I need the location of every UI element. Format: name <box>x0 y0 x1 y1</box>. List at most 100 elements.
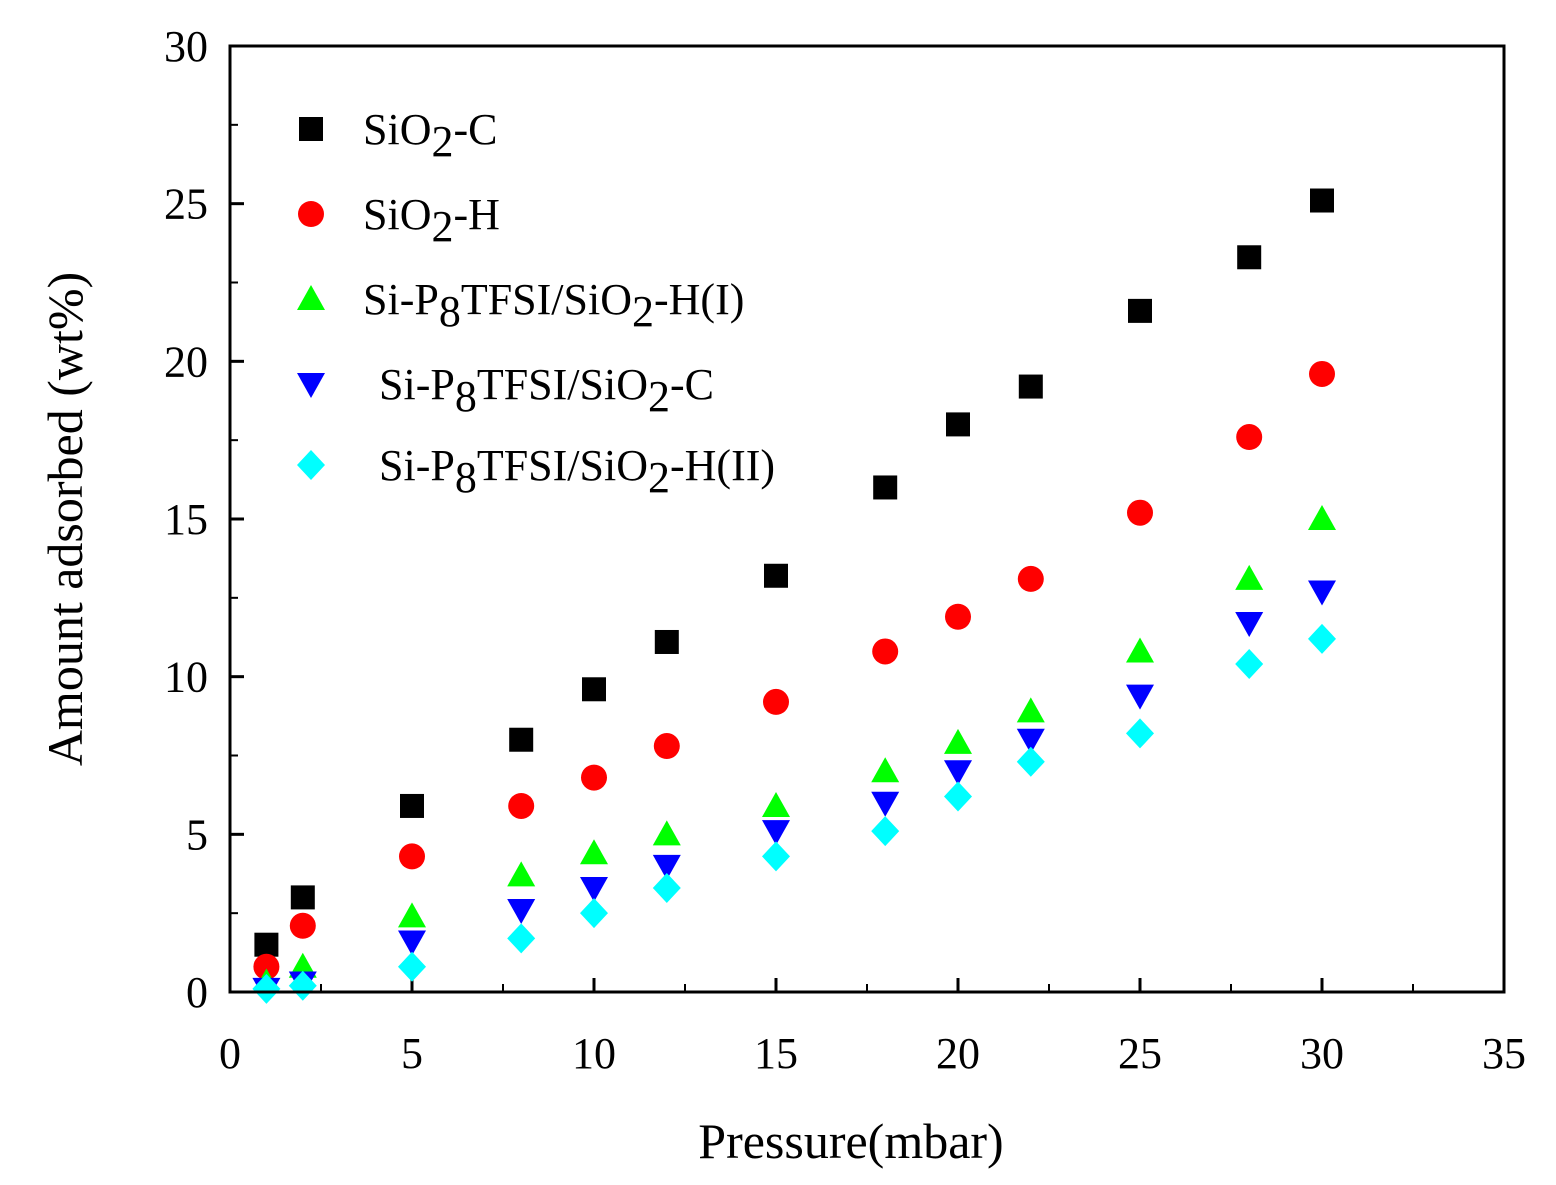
legend-label-part: Si-P <box>379 441 455 490</box>
legend-label: Si-P8TFSI/SiO2-C <box>379 360 714 421</box>
data-point <box>509 727 534 752</box>
data-point <box>1237 245 1262 270</box>
legend-label-part: TFSI/SiO <box>477 360 648 409</box>
data-point <box>762 820 790 846</box>
data-point <box>1016 728 1045 754</box>
data-point <box>871 757 900 783</box>
data-point <box>872 638 899 665</box>
y-tick-label: 5 <box>186 810 208 859</box>
data-point <box>944 760 972 786</box>
data-point <box>1235 612 1264 638</box>
legend-label-part: -C <box>670 360 714 409</box>
legend-label-part: SiO <box>363 105 431 154</box>
y-axis-title: Amount adsorbed (wt%) <box>37 272 93 766</box>
data-point <box>1127 499 1153 526</box>
data-point <box>652 872 681 903</box>
x-tick-label: 25 <box>1118 1029 1162 1078</box>
legend-label-subscript: 2 <box>648 453 670 502</box>
data-point <box>1309 360 1335 387</box>
legend-marker <box>297 450 325 480</box>
y-tick-label: 30 <box>164 22 208 71</box>
legend-label-part: TFSI/SiO <box>477 441 648 490</box>
data-point <box>1235 649 1264 680</box>
data-point <box>763 688 789 715</box>
data-point <box>762 791 790 817</box>
data-point <box>507 899 536 925</box>
data-point <box>1126 684 1154 710</box>
x-tick-label: 10 <box>572 1029 616 1078</box>
legend-item: SiO2-C <box>299 105 497 166</box>
legend-label-subscript: 8 <box>439 287 461 336</box>
legend-label-part: -H(I) <box>654 275 744 324</box>
data-point <box>399 843 425 870</box>
data-point <box>254 932 279 957</box>
legend-item: SiO2-H <box>298 190 500 251</box>
data-point <box>253 953 280 980</box>
data-point <box>580 898 608 929</box>
data-point <box>289 912 316 939</box>
plot-frame <box>228 44 1506 994</box>
legend-marker <box>298 201 324 227</box>
legend-label-part: TFSI/SiO <box>461 275 632 324</box>
legend-label-subscript: 2 <box>632 287 654 336</box>
data-point <box>1310 188 1334 213</box>
x-tick-label: 15 <box>754 1029 798 1078</box>
data-point <box>580 839 608 865</box>
y-tick-label: 25 <box>164 180 208 229</box>
data-point <box>652 854 681 880</box>
data-point <box>871 816 900 847</box>
data-point <box>871 791 900 817</box>
series-3 <box>252 505 1336 994</box>
legend-label-part: Si-P <box>363 275 439 324</box>
data-point <box>1236 424 1263 451</box>
x-tick-label: 30 <box>1300 1029 1344 1078</box>
data-point <box>945 603 971 630</box>
data-point <box>654 629 679 654</box>
legend-marker <box>299 117 323 141</box>
legend-item: Si-P8TFSI/SiO2-H(II) <box>297 441 775 502</box>
data-point <box>653 733 680 760</box>
legend-label: SiO2-C <box>363 105 497 166</box>
data-point <box>1126 718 1154 749</box>
data-point <box>873 475 898 500</box>
x-axis-title: Pressure(mbar) <box>698 1113 1003 1169</box>
x-tick-label: 35 <box>1482 1029 1526 1078</box>
data-point <box>944 728 972 754</box>
data-point <box>400 793 424 818</box>
data-point <box>944 781 972 812</box>
y-tick-label: 15 <box>164 495 208 544</box>
legend-label-subscript: 8 <box>455 372 477 421</box>
x-tick-label: 5 <box>401 1029 423 1078</box>
data-point <box>1017 565 1044 592</box>
data-point <box>507 861 536 887</box>
legend-label: Si-P8TFSI/SiO2-H(I) <box>363 275 744 336</box>
data-point <box>1308 505 1336 530</box>
data-point <box>1016 746 1045 777</box>
data-point <box>398 951 426 982</box>
data-point <box>398 930 426 956</box>
data-point <box>507 923 536 954</box>
data-point <box>1128 298 1152 323</box>
legend-label-subscript: 2 <box>431 117 453 166</box>
data-point <box>398 902 426 928</box>
data-point <box>252 973 281 1004</box>
data-point <box>1126 637 1154 663</box>
legend-label-part: Si-P <box>379 360 455 409</box>
data-point <box>1308 580 1336 606</box>
series-2 <box>253 360 1335 980</box>
data-point <box>652 820 681 846</box>
data-point <box>288 952 317 978</box>
legend-label: SiO2-H <box>363 190 500 251</box>
legend-label-part: SiO <box>363 190 431 239</box>
data-point <box>581 764 607 791</box>
x-tick-label: 0 <box>219 1029 241 1078</box>
legend-item: Si-P8TFSI/SiO2-C <box>297 360 714 421</box>
legend-label-subscript: 8 <box>455 453 477 502</box>
tick-labels: 0 5 10 15 20 25 30 35 0 5 10 15 20 25 30 <box>164 22 1526 1078</box>
data-point <box>1235 564 1264 590</box>
legend-label-part: -H(II) <box>670 441 775 490</box>
legend-label-subscript: 2 <box>648 372 670 421</box>
legend: SiO2-CSiO2-HSi-P8TFSI/SiO2-H(I)Si-P8TFSI… <box>297 105 775 502</box>
legend-marker <box>297 285 325 310</box>
